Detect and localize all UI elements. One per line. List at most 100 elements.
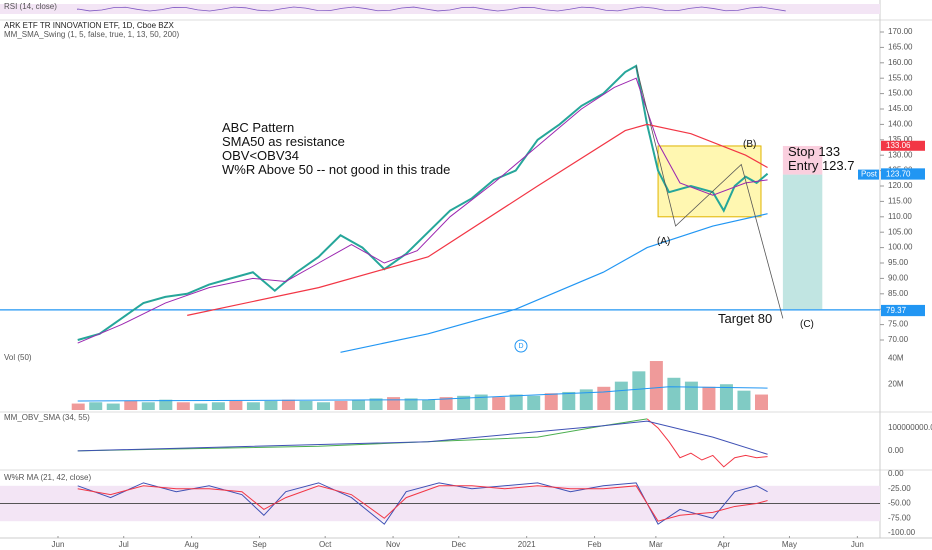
- y-tick-label: 70.00: [888, 335, 909, 344]
- volume-bar: [544, 393, 558, 410]
- y-tick-label: 145.00: [888, 104, 913, 113]
- volume-bar: [106, 403, 120, 410]
- volume-bar: [422, 399, 436, 410]
- obv-title: MM_OBV_SMA (34, 55): [4, 413, 90, 422]
- price-line: [340, 213, 768, 353]
- price-badge: [881, 306, 925, 317]
- y-tick-label: 0.00: [888, 469, 904, 478]
- x-tick-label: Mar: [649, 540, 663, 549]
- volume-bar: [492, 397, 506, 410]
- y-tick-label: 130.00: [888, 150, 913, 159]
- y-tick-label: 155.00: [888, 73, 913, 82]
- entry: Entry 123.7: [788, 158, 855, 173]
- volume-bar: [211, 402, 225, 410]
- volume-bar: [194, 403, 208, 410]
- subtitle: MM_SMA_Swing (1, 5, false, true, 1, 13, …: [4, 30, 180, 39]
- rsi-title: RSI (14, close): [4, 2, 57, 11]
- volume-bar: [71, 403, 85, 410]
- volume-bar: [352, 399, 366, 410]
- y-tick-label: 20M: [888, 379, 904, 388]
- y-tick-label: 140.00: [888, 120, 913, 129]
- stop: Stop 133: [788, 144, 841, 159]
- volume-bar: [737, 390, 751, 410]
- y-tick-label: -25.00: [888, 484, 911, 493]
- volume-bar: [597, 386, 611, 410]
- y-tick-label: 95.00: [888, 258, 909, 267]
- price-line: [77, 77, 768, 344]
- volume-bar: [719, 384, 733, 410]
- volume-bar: [264, 400, 278, 410]
- volume-bar: [281, 399, 295, 410]
- volume-bar: [404, 398, 418, 410]
- note: W%R Above 50 -- not good in this trade: [222, 162, 451, 177]
- x-tick-label: Feb: [588, 540, 602, 549]
- y-tick-label: 100000000.00: [888, 423, 932, 432]
- y-tick-label: 120.00: [888, 181, 913, 190]
- volume-bar: [176, 402, 190, 410]
- volume-bar: [159, 399, 173, 410]
- y-tick-label: 110.00: [888, 212, 912, 221]
- target: Target 80: [718, 311, 773, 326]
- x-tick-label: Sep: [252, 540, 267, 549]
- y-tick-label: -100.00: [888, 528, 916, 537]
- price-badge: [881, 140, 925, 151]
- obv-line: [77, 418, 648, 452]
- volume-bar: [754, 394, 768, 410]
- price-line: [187, 123, 768, 316]
- y-tick-label: 135.00: [888, 135, 913, 144]
- volume-bar: [141, 402, 155, 410]
- y-tick-label: 160.00: [888, 58, 913, 67]
- obv-line: [646, 418, 768, 468]
- price-badge: [881, 169, 925, 180]
- wr-title: W%R MA (21, 42, close): [4, 473, 91, 482]
- target-box: [782, 174, 823, 310]
- volume-bar: [457, 395, 471, 410]
- price-badge-label: 123.70: [886, 170, 911, 179]
- volume-bar: [527, 395, 541, 410]
- volume-bar: [369, 398, 383, 410]
- price-badge-label: 79.37: [886, 306, 907, 315]
- volume-bar: [124, 400, 138, 410]
- y-tick-label: 105.00: [888, 227, 913, 236]
- volume-bar: [684, 381, 698, 410]
- notes: ABC Pattern SMA50 as resistance OBV<OBV3…: [222, 121, 450, 177]
- y-tick-label: 75.00: [888, 320, 909, 329]
- price-badge-label: 133.06: [886, 141, 911, 150]
- volume-bar: [439, 397, 453, 410]
- stop-box: [782, 145, 823, 175]
- volume-bar: [246, 402, 260, 410]
- y-tick-label: 100.00: [888, 243, 913, 252]
- y-tick-label: 85.00: [888, 289, 909, 298]
- volume-bar: [299, 400, 313, 410]
- wr-line: [77, 485, 768, 522]
- x-tick-label: Jun: [851, 540, 864, 549]
- post-label: Post: [861, 170, 878, 179]
- note: ABC Pattern: [222, 120, 295, 135]
- price-line: [77, 64, 769, 341]
- x-tick-label: Nov: [386, 540, 400, 549]
- volume-title: Vol (50): [4, 353, 32, 362]
- y-tick-label: 165.00: [888, 43, 913, 52]
- range-box: [657, 145, 762, 218]
- note: OBV<OBV34: [222, 148, 299, 163]
- x-tick-label: Jun: [52, 540, 65, 549]
- y-tick-label: 115.00: [888, 197, 912, 206]
- volume-bar: [474, 394, 488, 410]
- marker: [514, 339, 528, 353]
- title: ARK ETF TR INNOVATION ETF, 1D, Cboe BZX: [4, 21, 174, 30]
- rsi-line: [77, 6, 786, 12]
- volume-bar: [316, 402, 330, 410]
- x-tick-label: Apr: [718, 540, 731, 549]
- volume-bar: [509, 394, 523, 410]
- volume-bar: [89, 402, 103, 410]
- y-tick-label: 170.00: [888, 27, 913, 36]
- y-tick-label: 150.00: [888, 89, 913, 98]
- volume-bar: [614, 381, 628, 410]
- x-tick-label: Oct: [319, 540, 332, 549]
- wave-a: (A): [657, 236, 671, 247]
- volume-bar: [579, 389, 593, 410]
- wave-c: (C): [800, 319, 814, 330]
- volume-bar: [387, 397, 401, 410]
